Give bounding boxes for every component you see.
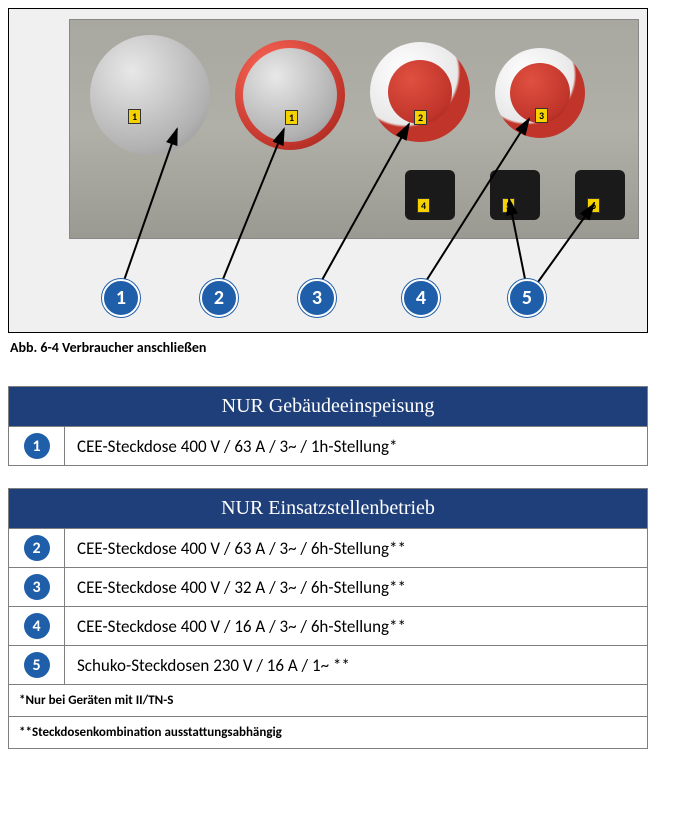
table-einsatzstellenbetrieb: NUR Einsatzstellenbetrieb 2 CEE-Steckdos… bbox=[8, 488, 648, 749]
table1-header: NUR Gebäudeeinspeisung bbox=[9, 387, 648, 427]
table-row: 5 Schuko-Steckdosen 230 V / 16 A / 1~ ** bbox=[9, 646, 648, 685]
footnote-row: **Steckdosenkombination ausstattungsabhä… bbox=[9, 717, 648, 749]
row-text: CEE-Steckdose 400 V / 63 A / 3~ / 1h-Ste… bbox=[65, 427, 648, 466]
footnote-1: *Nur bei Geräten mit II/TN-S bbox=[9, 685, 648, 717]
table-row: 3 CEE-Steckdose 400 V / 32 A / 3~ / 6h-S… bbox=[9, 568, 648, 607]
socket-2: 1 bbox=[235, 40, 345, 150]
socket-panel-photo: 1 1 2 3 4 5 6 bbox=[69, 19, 639, 239]
callout-2: 2 bbox=[200, 279, 238, 317]
socket-tag: 1 bbox=[285, 110, 298, 125]
callout-3: 3 bbox=[298, 279, 336, 317]
row-number: 1 bbox=[24, 433, 50, 459]
socket-1: 1 bbox=[90, 35, 210, 155]
callout-1: 1 bbox=[102, 279, 140, 317]
socket-tag: 5 bbox=[502, 198, 515, 213]
table-row: 1 CEE-Steckdose 400 V / 63 A / 3~ / 1h-S… bbox=[9, 427, 648, 466]
table-row: 2 CEE-Steckdose 400 V / 63 A / 3~ / 6h-S… bbox=[9, 529, 648, 568]
socket-tag: 2 bbox=[414, 110, 427, 125]
schuko-3: 6 bbox=[575, 170, 625, 220]
socket-tag: 1 bbox=[128, 109, 141, 124]
row-text: CEE-Steckdose 400 V / 63 A / 3~ / 6h-Ste… bbox=[65, 529, 648, 568]
schuko-2: 5 bbox=[490, 170, 540, 220]
footnote-2: **Steckdosenkombination ausstattungsabhä… bbox=[9, 717, 648, 749]
table2-header: NUR Einsatzstellenbetrieb bbox=[9, 489, 648, 529]
row-number: 4 bbox=[24, 613, 50, 639]
figure-caption: Abb. 6-4 Verbraucher anschließen bbox=[10, 339, 679, 356]
socket-3: 2 bbox=[370, 42, 470, 142]
table-gebaeudeeinspeisung: NUR Gebäudeeinspeisung 1 CEE-Steckdose 4… bbox=[8, 386, 648, 466]
row-number: 5 bbox=[24, 652, 50, 678]
table-row: 4 CEE-Steckdose 400 V / 16 A / 3~ / 6h-S… bbox=[9, 607, 648, 646]
socket-tag: 3 bbox=[535, 108, 548, 123]
row-text: CEE-Steckdose 400 V / 16 A / 3~ / 6h-Ste… bbox=[65, 607, 648, 646]
row-text: Schuko-Steckdosen 230 V / 16 A / 1~ ** bbox=[65, 646, 648, 685]
socket-tag: 6 bbox=[587, 198, 600, 213]
schuko-1: 4 bbox=[405, 170, 455, 220]
row-number: 3 bbox=[24, 574, 50, 600]
row-text: CEE-Steckdose 400 V / 32 A / 3~ / 6h-Ste… bbox=[65, 568, 648, 607]
socket-4: 3 bbox=[495, 48, 585, 138]
row-number: 2 bbox=[24, 535, 50, 561]
callout-4: 4 bbox=[402, 279, 440, 317]
figure-photo: 1 1 2 3 4 5 6 bbox=[8, 8, 648, 333]
callout-5: 5 bbox=[508, 279, 546, 317]
socket-tag: 4 bbox=[417, 198, 430, 213]
footnote-row: *Nur bei Geräten mit II/TN-S bbox=[9, 685, 648, 717]
